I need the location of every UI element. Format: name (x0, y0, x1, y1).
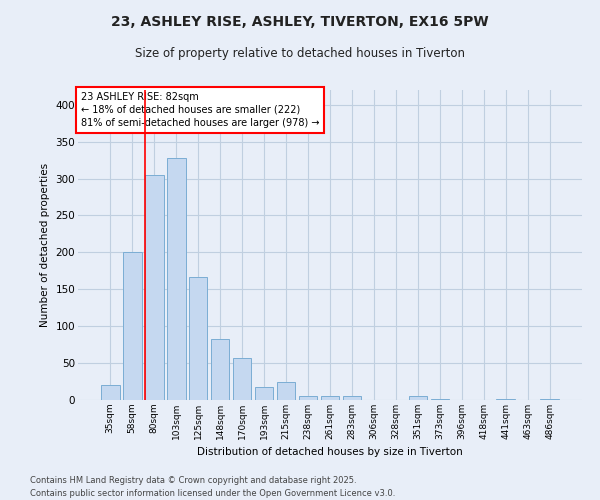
Bar (211, 340, 229, 400)
Bar (189, 278, 208, 400)
Bar (299, 396, 317, 400)
Text: 23, ASHLEY RISE, ASHLEY, TIVERTON, EX16 5PW: 23, ASHLEY RISE, ASHLEY, TIVERTON, EX16 … (111, 15, 489, 29)
Bar (233, 358, 251, 400)
Text: 23 ASHLEY RISE: 82sqm
← 18% of detached houses are smaller (222)
81% of semi-det: 23 ASHLEY RISE: 82sqm ← 18% of detached … (80, 92, 319, 128)
Bar (277, 382, 295, 400)
X-axis label: Distribution of detached houses by size in Tiverton: Distribution of detached houses by size … (197, 448, 463, 458)
Bar (409, 396, 427, 400)
Bar (101, 385, 119, 400)
Text: Size of property relative to detached houses in Tiverton: Size of property relative to detached ho… (135, 48, 465, 60)
Bar (145, 175, 164, 400)
Bar (320, 396, 340, 400)
Bar (255, 386, 274, 400)
Y-axis label: Number of detached properties: Number of detached properties (40, 163, 50, 327)
Bar (343, 396, 361, 400)
Text: Contains HM Land Registry data © Crown copyright and database right 2025.
Contai: Contains HM Land Registry data © Crown c… (30, 476, 395, 498)
Bar (167, 158, 185, 400)
Bar (541, 398, 559, 400)
Bar (123, 252, 142, 400)
Bar (496, 398, 515, 400)
Bar (431, 398, 449, 400)
